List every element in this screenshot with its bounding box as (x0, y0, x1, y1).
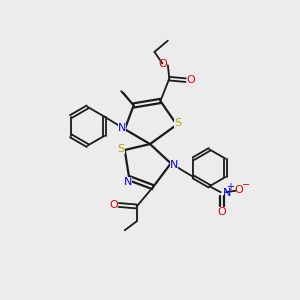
Text: N: N (118, 123, 126, 133)
Text: S: S (174, 118, 181, 128)
Text: O: O (235, 185, 244, 195)
Text: O: O (109, 200, 118, 210)
Text: O: O (158, 58, 167, 68)
Text: −: − (242, 180, 250, 190)
Text: N: N (223, 188, 231, 198)
Text: S: S (118, 143, 125, 154)
Text: N: N (169, 160, 178, 170)
Text: O: O (218, 206, 226, 217)
Text: O: O (187, 75, 195, 85)
Text: N: N (124, 177, 132, 187)
Text: +: + (226, 182, 234, 192)
